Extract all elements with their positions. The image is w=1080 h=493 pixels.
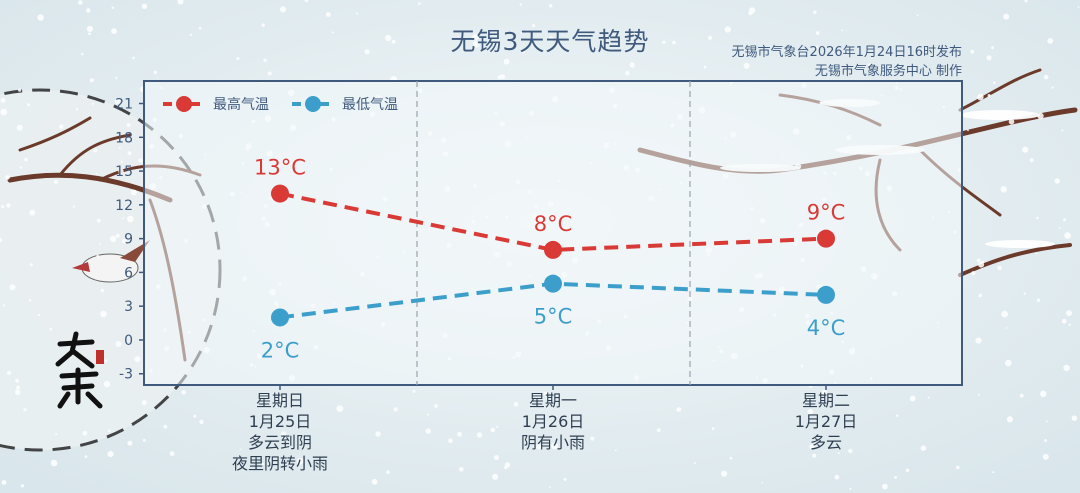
low-temp-point-1 [271,308,289,327]
legend-label-low: 最低气温 [342,97,398,113]
low-temp-label-2: 5°C [534,305,573,329]
high-temp-point-2 [544,240,562,259]
x-category-label-1-line-4: 夜里阴转小雨 [232,454,328,473]
high-temp-point-3 [817,229,835,248]
x-category-label-1-line-3: 多云到阴 [248,433,312,452]
bird-decoration [72,240,150,283]
low-temp-label-1: 2°C [261,338,300,362]
legend-marker-low [305,96,321,112]
y-tick-label: 21 [115,97,133,113]
high-temp-label-1: 13°C [254,156,306,180]
low-temp-point-3 [817,285,835,304]
low-temp-point-2 [544,274,562,293]
series-line-high [279,191,827,252]
x-category-label-3-line-3: 多云 [810,433,842,452]
y-tick-label: 18 [115,130,133,146]
x-category-label-1-line-1: 星期日 [256,391,304,410]
y-tick-label: 6 [124,265,133,281]
legend-label-high: 最高气温 [213,96,269,113]
x-category-label-3-line-2: 1月27日 [795,412,858,431]
page-title: 无锡3天天气趋势 [450,27,650,56]
y-tick-label: -3 [119,367,133,383]
issuer-line-2: 无锡市气象服务中心 制作 [814,64,962,79]
seal-calligraphy [55,331,104,409]
issuer-info: 无锡市气象台2026年1月24日16时发布 无锡市气象服务中心 制作 [732,43,962,81]
x-category-label-2-line-2: 1月26日 [522,412,585,431]
y-tick-label: 9 [124,232,133,248]
x-category-label-2-line-3: 阴有小雨 [521,433,585,452]
y-tick-label: 0 [124,333,133,349]
y-tick-label: 3 [124,299,133,315]
y-tick-label: 15 [115,164,133,180]
x-category-label-2-line-1: 星期一 [529,391,577,410]
low-temp-label-3: 4°C [807,316,846,340]
high-temp-point-1 [271,184,289,203]
high-temp-label-3: 9°C [807,201,846,225]
x-category-label-1-line-2: 1月25日 [249,412,312,431]
y-tick-label: 12 [115,198,133,214]
x-category-label-3-line-1: 星期二 [802,391,850,410]
legend-marker-high [176,96,192,112]
high-temp-label-2: 8°C [534,212,573,236]
issuer-line-1: 无锡市气象台2026年1月24日16时发布 [731,45,962,60]
